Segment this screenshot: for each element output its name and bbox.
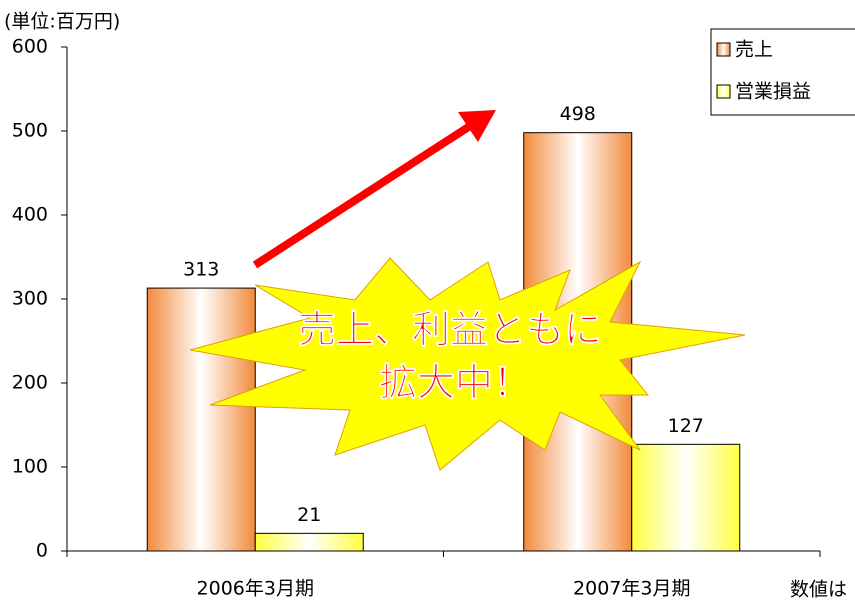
bar	[254, 532, 364, 552]
data-label: 127	[668, 415, 704, 437]
bar	[146, 287, 256, 552]
burst	[189, 257, 746, 471]
data-label: 498	[560, 103, 596, 125]
y-tick-label: 0	[36, 540, 48, 562]
y-tick-label: 100	[12, 456, 48, 478]
data-label: 21	[297, 504, 321, 526]
footnote: 数値は	[790, 579, 847, 601]
x-tick-label: 2007年3月期	[573, 578, 690, 600]
legend-swatch	[716, 42, 731, 57]
y-tick-label: 200	[12, 372, 48, 394]
arrow	[252, 110, 496, 269]
annotation: 拡大中！	[379, 361, 531, 405]
bar	[631, 443, 741, 552]
y-tick-label: 300	[12, 288, 48, 310]
y-tick-label: 400	[12, 204, 48, 226]
legend-swatch	[716, 84, 731, 99]
y-tick-label: 500	[12, 120, 48, 142]
legend-label: 営業損益	[735, 81, 811, 103]
unit-label: (単位:百万円)	[4, 11, 120, 33]
annotation: 売上、利益ともに	[298, 308, 602, 352]
data-label: 313	[183, 259, 219, 281]
legend-label: 売上	[735, 39, 773, 61]
y-tick-label: 600	[12, 36, 48, 58]
x-tick-label: 2006年3月期	[197, 578, 314, 600]
